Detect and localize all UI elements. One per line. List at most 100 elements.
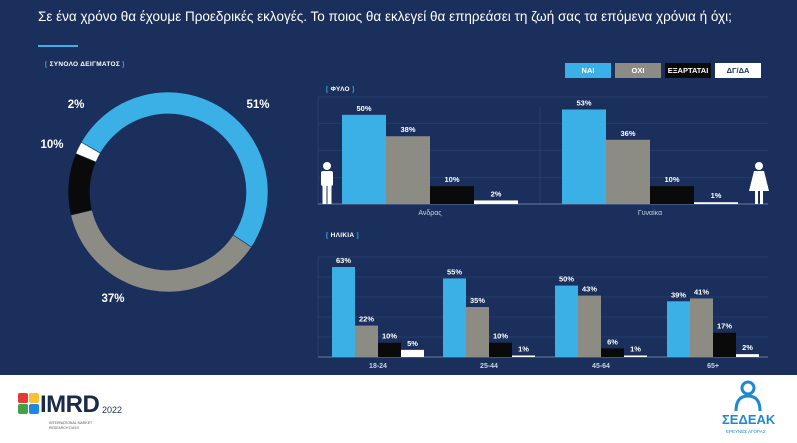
- age-category-3: 45-64: [592, 363, 610, 370]
- age-value-2-1: 55%: [447, 267, 462, 276]
- imrd-logo: IMRD 2022 INTERNATIONAL MARKET RESEARCH …: [18, 389, 138, 434]
- female-dress: [749, 171, 769, 191]
- gender-value-2-4: 1%: [711, 191, 722, 200]
- age-bar-1-3: [378, 342, 401, 357]
- gender-bar-2-4: [694, 202, 738, 204]
- gender-category-2: Γυναίκα: [638, 209, 662, 217]
- pie-slice-1: [80, 91, 269, 248]
- age-value-1-1: 63%: [336, 256, 351, 265]
- imrd-subtitle: INTERNATIONAL MARKET RESEARCH DAYS: [49, 421, 93, 430]
- legend: ΝΑΙ ΟΧΙ ΕΞΑΡΤΑΤΑΙ ΔΓ/ΔΑ: [565, 63, 765, 78]
- imrd-year: 2022: [102, 405, 123, 415]
- male-torso: [321, 171, 333, 186]
- age-value-2-3: 10%: [493, 332, 508, 341]
- age-value-4-3: 17%: [717, 322, 732, 331]
- age-bar-2-1: [443, 278, 466, 357]
- age-category-2: 25-44: [480, 363, 498, 370]
- gender-bar-1-3: [430, 186, 474, 204]
- gender-value-2-2: 36%: [620, 129, 635, 138]
- question-text: Σε ένα χρόνο θα έχουμε Προεδρικές εκλογέ…: [38, 9, 732, 24]
- gender-value-1-3: 10%: [444, 175, 459, 184]
- male-figure-icon: [321, 162, 333, 204]
- pie-slice-2: [70, 209, 252, 293]
- gender-bar-1-4: [474, 200, 518, 204]
- female-figure-icon: [749, 162, 769, 204]
- age-bar-1-2: [355, 325, 378, 357]
- age-bar-3-3: [601, 348, 624, 357]
- gender-bar-1-2: [386, 136, 430, 204]
- legend-item-dgda: ΔΓ/ΔΑ: [715, 63, 761, 78]
- footer: IMRD 2022 INTERNATIONAL MARKET RESEARCH …: [0, 375, 797, 443]
- legend-item-oxi: ΟΧΙ: [615, 63, 661, 78]
- gender-bar-2-3: [650, 186, 694, 204]
- pie-label-1: 51%: [246, 99, 269, 111]
- female-head: [755, 162, 763, 170]
- age-bar-4-4: [736, 354, 759, 357]
- age-value-4-1: 39%: [671, 290, 686, 299]
- age-bar-4-1: [667, 301, 690, 357]
- gender-bar-2-1: [562, 109, 606, 204]
- male-head: [323, 162, 331, 170]
- age-bar-3-1: [555, 285, 578, 357]
- age-title-text: ΗΛΙΚΙΑ: [330, 232, 355, 239]
- gender-value-1-2: 38%: [400, 125, 415, 134]
- age-value-4-2: 41%: [694, 287, 709, 296]
- age-bar-4-2: [690, 298, 713, 357]
- age-bar-3-2: [578, 295, 601, 357]
- age-value-4-4: 2%: [742, 343, 753, 352]
- male-leg-left: [322, 185, 327, 204]
- male-leg-right: [327, 185, 332, 204]
- pie-label-3: 10%: [40, 139, 63, 151]
- pie-label-2: 37%: [101, 293, 124, 305]
- age-value-3-3: 6%: [607, 337, 618, 346]
- pie-title: [ ΣΥΝΟΛΟ ΔΕΙΓΜΑΤΟΣ ]: [45, 61, 125, 68]
- sedeak-logo-text: ΣΕΔΕΑΚ: [722, 412, 776, 427]
- legend-label-eksartatai: ΕΞΑΡΤΑΤΑΙ: [667, 66, 709, 75]
- imrd-mark-icon: [18, 393, 39, 414]
- imrd-logo-text: IMRD: [40, 391, 100, 418]
- age-bar-2-4: [512, 355, 535, 357]
- slide-background: Σε ένα χρόνο θα έχουμε Προεδρικές εκλογέ…: [0, 0, 797, 375]
- charts-svg: 51% 37% 10% 2% 50% 38% 10% 2% Ανδρας 53% 36% 10% 1% Γ…: [40, 91, 769, 370]
- gender-category-1: Ανδρας: [418, 210, 442, 217]
- legend-item-eksartatai: ΕΞΑΡΤΑΤΑΙ: [665, 63, 711, 78]
- sedeak-subtitle: ΕΡΕΥΝΕΣ ΑΓΟΡΑΣ: [726, 429, 766, 434]
- age-value-2-2: 35%: [470, 296, 485, 305]
- age-value-1-3: 10%: [382, 332, 397, 341]
- legend-label-oxi: ΟΧΙ: [631, 66, 645, 75]
- pie-slice-4: [75, 141, 101, 163]
- gender-title-text: ΦΥΛΟ: [330, 86, 350, 93]
- gender-value-2-3: 10%: [664, 175, 679, 184]
- age-bar-2-2: [466, 307, 489, 357]
- legend-label-nai: ΝΑΙ: [581, 66, 595, 75]
- age-bar-2-3: [489, 342, 512, 357]
- age-title: [ ΗΛΙΚΙΑ ]: [326, 232, 359, 239]
- age-value-3-4: 1%: [630, 345, 641, 354]
- age-value-1-4: 5%: [407, 339, 418, 348]
- age-bar-1-4: [401, 349, 424, 357]
- age-value-1-2: 22%: [359, 315, 374, 324]
- age-value-3-1: 50%: [559, 275, 574, 284]
- gender-bar-1-1: [342, 114, 386, 204]
- pie-label-4: 2%: [68, 99, 85, 111]
- gender-value-1-1: 50%: [356, 104, 371, 113]
- female-leg-left: [755, 190, 758, 204]
- age-category-1: 18-24: [369, 363, 387, 370]
- age-bar-4-3: [713, 332, 736, 357]
- gender-value-1-4: 2%: [491, 189, 502, 198]
- female-leg-right: [760, 190, 763, 204]
- question-underline: [38, 45, 78, 47]
- legend-item-nai: ΝΑΙ: [565, 63, 611, 78]
- age-value-3-2: 43%: [582, 285, 597, 294]
- pie-slice-3: [67, 153, 97, 216]
- legend-label-dgda: ΔΓ/ΔΑ: [726, 66, 750, 75]
- age-category-4: 65+: [707, 363, 719, 370]
- sedeak-mark-icon: [734, 380, 762, 412]
- gender-title: [ ΦΥΛΟ ]: [326, 86, 355, 93]
- pie-title-text: ΣΥΝΟΛΟ ΔΕΙΓΜΑΤΟΣ: [49, 61, 121, 68]
- age-value-2-4: 1%: [518, 345, 529, 354]
- gender-value-2-1: 53%: [576, 98, 591, 107]
- sedeak-logo: ΣΕΔΕΑΚ ΕΡΕΥΝΕΣ ΑΓΟΡΑΣ: [718, 379, 778, 441]
- age-bar-3-4: [624, 355, 647, 357]
- gender-bar-2-2: [606, 139, 650, 204]
